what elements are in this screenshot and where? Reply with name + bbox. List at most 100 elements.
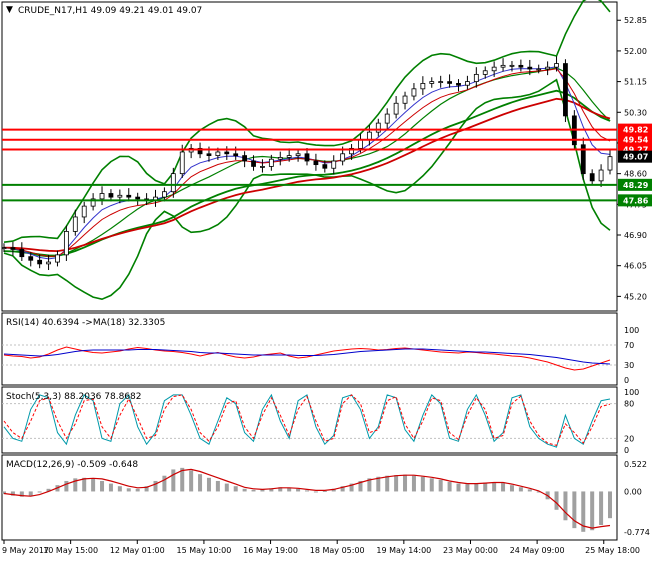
macd-histogram-bar xyxy=(73,478,78,492)
rsi-panel xyxy=(1,312,618,386)
candle-body xyxy=(322,164,328,169)
candle-body xyxy=(500,64,506,68)
macd-histogram-bar xyxy=(501,483,506,492)
candle-body xyxy=(215,151,221,156)
macd-histogram-bar xyxy=(108,483,113,492)
candle-body xyxy=(10,247,16,250)
macd-histogram-bar xyxy=(82,477,87,492)
candle-body xyxy=(482,70,488,75)
price-tick-label: 48.60 xyxy=(624,170,647,179)
price-tick-label: 52.85 xyxy=(624,16,647,25)
candle-body xyxy=(170,173,176,193)
candle-body xyxy=(295,153,301,156)
macd-histogram-bar xyxy=(563,491,568,521)
candle-body xyxy=(90,198,96,207)
macd-histogram-bar xyxy=(91,478,96,492)
price-tick-label: 50.30 xyxy=(624,108,647,117)
candle-body xyxy=(233,153,239,156)
macd-histogram-bar xyxy=(367,478,372,492)
candle-body xyxy=(393,102,399,115)
macd-histogram-bar xyxy=(518,487,523,492)
candle-body xyxy=(563,63,568,117)
macd-tick-label: 0.00 xyxy=(624,487,642,496)
macd-histogram-bar xyxy=(465,484,470,492)
macd-histogram-bar xyxy=(385,475,390,492)
candle-body xyxy=(589,173,595,182)
macd-histogram-bar xyxy=(64,480,69,492)
macd-histogram-bar xyxy=(287,487,292,492)
candle-body xyxy=(509,64,515,67)
macd-histogram-bar xyxy=(456,483,461,492)
candle-body xyxy=(268,158,274,167)
macd-histogram-bar xyxy=(126,488,131,492)
macd-histogram-bar xyxy=(189,470,194,492)
candle-body xyxy=(375,122,381,133)
level-tag-label: 49.54 xyxy=(623,136,649,145)
candle-body xyxy=(384,113,390,124)
price-tick-label: 52.00 xyxy=(624,47,647,56)
macd-histogram-bar xyxy=(429,478,434,492)
candle-body xyxy=(206,153,212,156)
candle-body xyxy=(429,81,435,84)
stoch-layer: 100 80 20 0 xyxy=(2,388,639,455)
price-tick-label: 51.15 xyxy=(624,78,647,87)
macd-histogram-bar xyxy=(572,491,577,529)
candle-body xyxy=(1,247,7,250)
macd-histogram-bar xyxy=(233,486,238,492)
level-tag-bg xyxy=(618,178,652,191)
macd-histogram-bar xyxy=(474,483,479,492)
price-tick-label: 46.05 xyxy=(624,262,647,271)
macd-histogram-bar xyxy=(590,491,595,531)
macd-histogram-bar xyxy=(251,489,256,492)
main-price-layer: 52.8552.0051.1550.3049.4548.6047.7546.90… xyxy=(1,0,652,301)
symbol-arrow-icon[interactable]: ▼ xyxy=(6,5,13,15)
macd-histogram-bar xyxy=(144,486,149,492)
level-tag-label: 47.86 xyxy=(623,196,649,205)
candle-body xyxy=(72,216,78,232)
candle-body xyxy=(349,147,354,155)
macd-histogram-bar xyxy=(305,490,309,492)
axis-tick-label: 20 xyxy=(624,434,634,443)
macd-label: MACD(12,26,9) -0.509 -0.648 xyxy=(6,460,138,470)
macd-histogram-bar xyxy=(46,488,51,492)
candle-body xyxy=(447,81,452,84)
candle-body xyxy=(179,151,185,175)
macd-histogram-bar xyxy=(403,474,408,492)
level-price-tag: 49.54 xyxy=(618,133,652,146)
candle-body xyxy=(438,81,444,84)
macd-histogram-bar xyxy=(438,479,443,492)
level-tag-bg xyxy=(618,150,652,163)
time-tick-label: 12 May 01:00 xyxy=(110,546,165,555)
candle-body xyxy=(491,66,497,72)
candle-body xyxy=(304,153,310,162)
macd-histogram-bar xyxy=(180,467,185,492)
macd-signal-line xyxy=(3,468,611,529)
candle-body xyxy=(527,66,533,70)
rsi-layer: 100 70 30 0 xyxy=(2,326,639,385)
candle-body xyxy=(28,256,34,261)
candle-body xyxy=(473,73,479,83)
macd-histogram-bar xyxy=(296,488,301,492)
candle-body xyxy=(242,155,248,162)
macd-histogram-bar xyxy=(376,476,381,492)
bollinger-lower-line xyxy=(3,78,611,301)
candle-body xyxy=(197,147,203,155)
stoch-k-line xyxy=(3,393,611,448)
macd-histogram-bar xyxy=(394,475,399,492)
macd-histogram-bar xyxy=(28,491,33,496)
candle-body xyxy=(117,194,123,198)
time-tick-label: 9 May 2017 xyxy=(2,546,49,555)
candle-body xyxy=(366,131,372,140)
candle-body xyxy=(99,193,105,200)
candle-body xyxy=(37,259,43,265)
candle-body xyxy=(536,68,542,71)
macd-histogram-bar xyxy=(135,488,140,492)
level-tag-label: 49.27 xyxy=(623,145,648,154)
macd-histogram-bar xyxy=(224,483,229,492)
macd-histogram-bar xyxy=(198,474,203,492)
main-price-panel xyxy=(1,1,618,312)
candle-body xyxy=(598,169,604,182)
macd-tick-label: -0.774 xyxy=(624,528,650,537)
